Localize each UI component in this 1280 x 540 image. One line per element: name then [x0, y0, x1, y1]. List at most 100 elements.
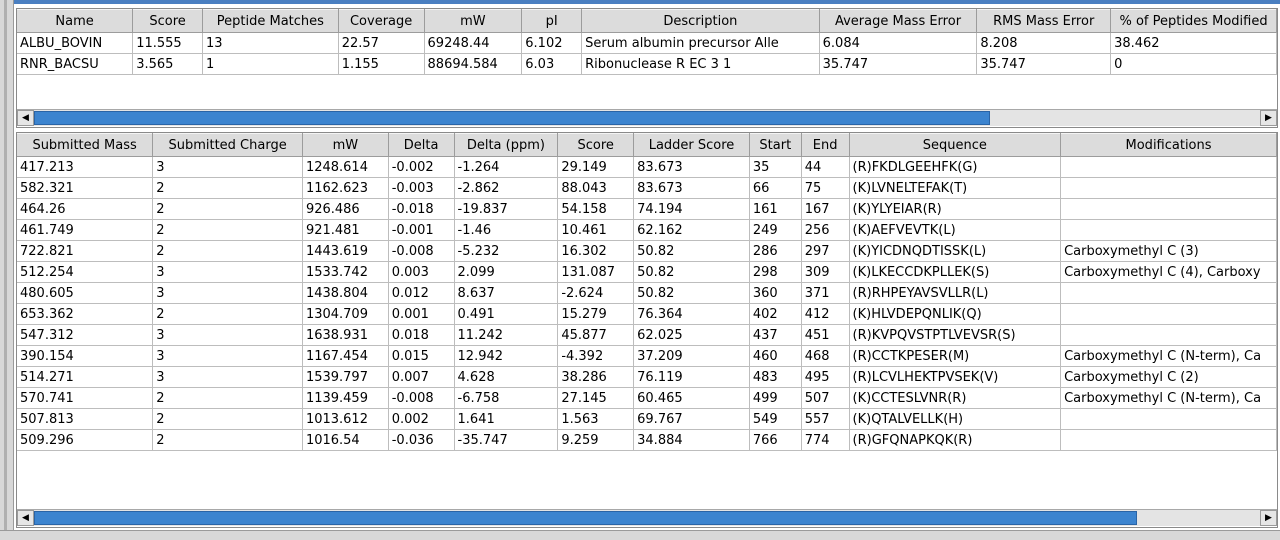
table-cell-submitted-mass[interactable]: 547.312	[17, 324, 154, 346]
table-cell-start[interactable]: 402	[749, 303, 802, 325]
table-cell-delta-ppm[interactable]: 8.637	[454, 282, 559, 304]
table-cell-modifications[interactable]: Carboxymethyl C (2)	[1060, 366, 1277, 388]
table-cell-mw[interactable]: 1438.804	[302, 282, 389, 304]
table-cell-submitted-mass[interactable]: 507.813	[17, 408, 154, 430]
table-cell-delta[interactable]: 0.001	[388, 303, 455, 325]
table-cell-delta[interactable]: 0.007	[388, 366, 455, 388]
table-cell-submitted-mass[interactable]: 480.605	[17, 282, 154, 304]
table-cell-mw[interactable]: 1013.612	[302, 408, 389, 430]
table-row[interactable]: 461.749 2 921.481 -0.001 -1.46 10.461 62.162 24…	[17, 219, 1277, 241]
table-cell-start[interactable]: 766	[749, 429, 802, 451]
table-cell-mw[interactable]: 1533.742	[302, 261, 389, 283]
table-cell-ladder-score[interactable]: 37.209	[633, 345, 750, 367]
table-cell-coverage[interactable]: 1.155	[338, 53, 425, 75]
table-cell-start[interactable]: 437	[749, 324, 802, 346]
table-row[interactable]: 514.271 3 1539.797 0.007 4.628 38.286 76.119 48…	[17, 366, 1277, 388]
table-cell-delta-ppm[interactable]: -1.264	[454, 156, 559, 178]
table-cell-sequence[interactable]: (R)LCVLHEKTPVSEK(V)	[849, 366, 1062, 388]
table-cell-sequence[interactable]: (K)CCTESLVNR(R)	[849, 387, 1062, 409]
table-cell-start[interactable]: 35	[749, 156, 802, 178]
table-row[interactable]: 512.254 3 1533.742 0.003 2.099 131.087 50.82 29…	[17, 261, 1277, 283]
protein-scroll-thumb[interactable]	[34, 111, 990, 125]
table-cell-ladder-score[interactable]: 83.673	[633, 177, 750, 199]
peptide-column-header-start[interactable]: Start	[749, 133, 802, 157]
table-cell-modifications[interactable]: Carboxymethyl C (4), Carboxy	[1060, 261, 1277, 283]
table-cell-average-mass-error[interactable]: 35.747	[819, 53, 978, 75]
table-cell-delta[interactable]: -0.003	[388, 177, 455, 199]
table-cell-score[interactable]: 54.158	[557, 198, 635, 220]
table-cell-end[interactable]: 507	[801, 387, 850, 409]
table-cell-score[interactable]: 10.461	[557, 219, 635, 241]
table-cell-end[interactable]: 468	[801, 345, 850, 367]
table-row[interactable]: 480.605 3 1438.804 0.012 8.637 -2.624 50.82 360…	[17, 282, 1277, 304]
table-row[interactable]: RNR_BACSU 3.565 1 1.155 88694.584 6.03 Ribonuc…	[17, 53, 1277, 75]
table-cell-sequence[interactable]: (R)FKDLGEEHFK(G)	[849, 156, 1062, 178]
table-cell-score[interactable]: 29.149	[557, 156, 635, 178]
table-cell-end[interactable]: 44	[801, 156, 850, 178]
table-cell-submitted-mass[interactable]: 512.254	[17, 261, 154, 283]
table-cell-rms-mass-error[interactable]: 8.208	[976, 32, 1112, 54]
table-cell-end[interactable]: 495	[801, 366, 850, 388]
table-cell-score[interactable]: 3.565	[132, 53, 203, 75]
table-cell-delta[interactable]: 0.002	[388, 408, 455, 430]
table-cell-delta-ppm[interactable]: 4.628	[454, 366, 559, 388]
table-cell-sequence[interactable]: (K)QTALVELLK(H)	[849, 408, 1062, 430]
table-cell-start[interactable]: 286	[749, 240, 802, 262]
table-cell-end[interactable]: 167	[801, 198, 850, 220]
table-cell-delta[interactable]: -0.036	[388, 429, 455, 451]
table-row[interactable]: 570.741 2 1139.459 -0.008 -6.758 27.145 60.465…	[17, 387, 1277, 409]
table-cell-delta[interactable]: -0.008	[388, 240, 455, 262]
table-cell-modifications[interactable]	[1060, 219, 1277, 241]
protein-column-header-coverage[interactable]: Coverage	[338, 9, 425, 33]
table-cell-mw[interactable]: 88694.584	[424, 53, 523, 75]
table-cell-start[interactable]: 249	[749, 219, 802, 241]
table-row[interactable]: 507.813 2 1013.612 0.002 1.641 1.563 69.767 549…	[17, 408, 1277, 430]
table-cell-ladder-score[interactable]: 83.673	[633, 156, 750, 178]
table-cell-mw[interactable]: 1539.797	[302, 366, 389, 388]
table-cell-ladder-score[interactable]: 50.82	[633, 282, 750, 304]
table-cell-end[interactable]: 256	[801, 219, 850, 241]
protein-column-header-name[interactable]: Name	[17, 9, 134, 33]
table-cell-delta[interactable]: 0.015	[388, 345, 455, 367]
table-cell-delta-ppm[interactable]: 0.491	[454, 303, 559, 325]
table-cell-submitted-mass[interactable]: 582.321	[17, 177, 154, 199]
protein-column-header-average-mass-error[interactable]: Average Mass Error	[819, 9, 978, 33]
table-cell-submitted-charge[interactable]: 2	[152, 240, 303, 262]
protein-scroll-track[interactable]	[34, 110, 1260, 126]
table-cell-delta-ppm[interactable]: -6.758	[454, 387, 559, 409]
table-cell-submitted-mass[interactable]: 722.821	[17, 240, 154, 262]
table-row[interactable]: 509.296 2 1016.54 -0.036 -35.747 9.259 34.884 7…	[17, 429, 1277, 451]
table-cell-mw[interactable]: 69248.44	[424, 32, 523, 54]
table-cell-score[interactable]: 16.302	[557, 240, 635, 262]
protein-column-header-pi[interactable]: pI	[521, 9, 583, 33]
table-cell-of-peptides-modified[interactable]: 38.462	[1110, 32, 1277, 54]
table-cell-ladder-score[interactable]: 74.194	[633, 198, 750, 220]
table-cell-submitted-charge[interactable]: 2	[152, 219, 303, 241]
table-cell-start[interactable]: 360	[749, 282, 802, 304]
table-cell-delta-ppm[interactable]: -2.862	[454, 177, 559, 199]
table-cell-sequence[interactable]: (K)HLVDEPQNLIK(Q)	[849, 303, 1062, 325]
table-cell-submitted-charge[interactable]: 2	[152, 303, 303, 325]
table-cell-delta-ppm[interactable]: -19.837	[454, 198, 559, 220]
table-cell-mw[interactable]: 1139.459	[302, 387, 389, 409]
table-cell-description[interactable]: Ribonuclease R EC 3 1	[581, 53, 820, 75]
scroll-left-arrow-icon[interactable]: ◀	[17, 110, 34, 126]
peptide-column-header-submitted-charge[interactable]: Submitted Charge	[152, 133, 303, 157]
table-cell-ladder-score[interactable]: 76.364	[633, 303, 750, 325]
table-row[interactable]: 464.26 2 926.486 -0.018 -19.837 54.158 74.194 1…	[17, 198, 1277, 220]
peptide-column-header-delta-ppm[interactable]: Delta (ppm)	[454, 133, 559, 157]
table-cell-mw[interactable]: 926.486	[302, 198, 389, 220]
peptide-column-header-end[interactable]: End	[801, 133, 850, 157]
table-cell-delta-ppm[interactable]: -5.232	[454, 240, 559, 262]
table-cell-modifications[interactable]	[1060, 282, 1277, 304]
table-cell-sequence[interactable]: (K)LVNELTEFAK(T)	[849, 177, 1062, 199]
table-cell-submitted-mass[interactable]: 461.749	[17, 219, 154, 241]
scroll-right-arrow-icon[interactable]: ▶	[1260, 510, 1277, 526]
table-cell-submitted-mass[interactable]: 417.213	[17, 156, 154, 178]
table-cell-rms-mass-error[interactable]: 35.747	[976, 53, 1112, 75]
table-cell-score[interactable]: 15.279	[557, 303, 635, 325]
table-cell-modifications[interactable]: Carboxymethyl C (3)	[1060, 240, 1277, 262]
table-cell-coverage[interactable]: 22.57	[338, 32, 425, 54]
table-cell-delta[interactable]: -0.018	[388, 198, 455, 220]
protein-column-header-rms-mass-error[interactable]: RMS Mass Error	[976, 9, 1112, 33]
